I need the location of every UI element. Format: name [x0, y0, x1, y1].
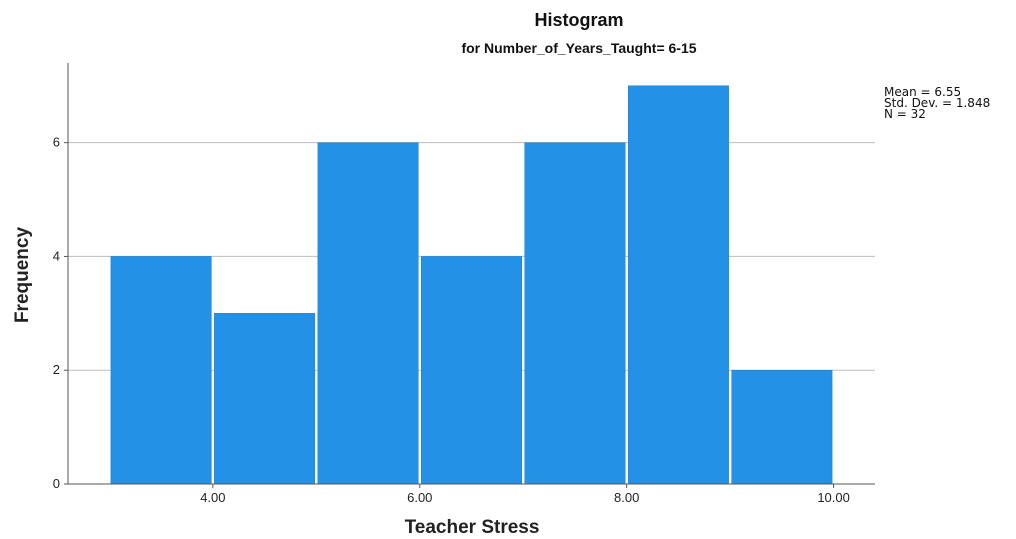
bars	[111, 86, 832, 484]
histogram-bar-3	[421, 256, 521, 484]
y-tick-label-0: 0	[53, 476, 60, 491]
x-tick-label-0: 4.00	[200, 490, 225, 505]
y-tick-label-1: 2	[53, 362, 60, 377]
y-tick-label-3: 6	[53, 135, 60, 150]
x-tick-label-1: 6.00	[407, 490, 432, 505]
histogram-bar-6	[732, 370, 832, 484]
stats-line-2: N = 32	[884, 107, 926, 121]
chart-subtitle: for Number_of_Years_Taught= 6-15	[461, 40, 696, 56]
y-tick-labels: 0 2 4 6	[53, 135, 68, 491]
x-tick-label-2: 8.00	[614, 490, 639, 505]
x-tick-label-3: 10.00	[817, 490, 850, 505]
x-tick-labels: 4.00 6.00 8.00 10.00	[200, 484, 850, 505]
histogram-bar-2	[318, 143, 418, 484]
histogram-bar-1	[214, 313, 314, 484]
chart-title: Histogram	[534, 10, 623, 30]
histogram-bar-4	[525, 143, 625, 484]
y-tick-label-2: 4	[53, 248, 60, 263]
y-axis-label: Frequency	[12, 227, 33, 324]
histogram-bar-5	[628, 86, 728, 484]
histogram-bar-0	[111, 256, 211, 484]
x-axis-label: Teacher Stress	[405, 517, 540, 538]
